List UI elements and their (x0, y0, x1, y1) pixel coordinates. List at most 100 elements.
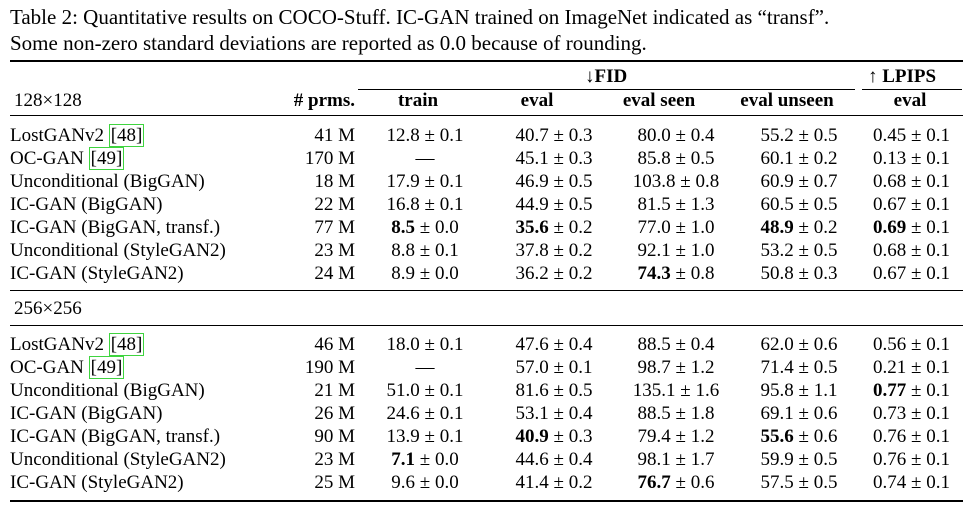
metric-std: ± 0.5 (553, 194, 593, 215)
table-row: IC-GAN (StyleGAN2) 25 M 9.6 ± 0.0 41.4 ± 0.… (10, 471, 964, 494)
citation-link[interactable]: 49 (96, 148, 116, 169)
metric-cell: 0.67 ± 0.1 (859, 262, 964, 285)
model-name: IC-GAN (BigGAN) (10, 403, 163, 424)
metric-cell: 13.9 ± 0.1 (355, 425, 495, 448)
model-name: OC-GAN (10, 148, 84, 169)
metric-std: ± 0.3 (553, 426, 593, 447)
metric-std: ± 0.1 (424, 403, 464, 424)
metric-cell: 88.5 ± 1.8 (613, 402, 739, 425)
metric-std: ± 0.2 (798, 148, 838, 169)
metric-value: 35.6 (515, 217, 549, 238)
metric-cell: 18.0 ± 0.1 (355, 333, 495, 356)
metric-std: ± 0.6 (798, 334, 838, 355)
metric-value: 0.69 (873, 217, 907, 238)
metric-value: 0.13 (873, 148, 907, 169)
table-row: OC-GAN [49] 190 M —57.0 ± 0.1 98.7 ± 1.2 71.… (10, 356, 964, 379)
metric-std: ± 0.1 (911, 194, 950, 215)
metric-cell: 8.5 ± 0.0 (355, 216, 495, 239)
metric-std: ± 0.1 (419, 240, 459, 261)
citation-box[interactable]: [49] (88, 356, 125, 379)
metric-cell: 37.8 ± 0.2 (495, 239, 613, 262)
metric-std: ± 0.5 (798, 449, 838, 470)
metric-value: 55.6 (760, 426, 794, 447)
metric-std: ± 0.1 (911, 171, 950, 192)
metric-std: ± 1.2 (675, 357, 715, 378)
citation-box[interactable]: [48] (108, 124, 145, 147)
section-rule-1 (10, 290, 963, 291)
params-cell: 46 M (314, 334, 355, 355)
metric-std: ± 1.7 (675, 449, 715, 470)
metric-cell: 60.1 ± 0.2 (739, 147, 859, 170)
metric-std: ± 0.5 (798, 357, 838, 378)
citation-link[interactable]: 48 (117, 125, 137, 146)
table-row: LostGANv2 [48] 41 M 12.8 ± 0.1 40.7 ± 0.3 80… (10, 124, 964, 147)
model-name-cell: IC-GAN (StyleGAN2) (10, 471, 260, 494)
metric-value: 55.2 (760, 125, 794, 146)
metric-value: 8.8 (391, 240, 416, 261)
params-cell: 190 M (304, 357, 355, 378)
model-name-cell: IC-GAN (BigGAN, transf.) (10, 216, 260, 239)
metric-std: ± 0.1 (911, 357, 950, 378)
metric-cell: 0.13 ± 0.1 (859, 147, 964, 170)
citation-link[interactable]: 49 (96, 357, 116, 378)
metric-value: 60.9 (760, 171, 794, 192)
metric-value: 44.9 (515, 194, 549, 215)
metric-cell: 98.1 ± 1.7 (613, 448, 739, 471)
metric-std: ± 0.5 (553, 380, 593, 401)
metric-std: ± 0.2 (798, 217, 838, 238)
metric-value: 60.5 (760, 194, 794, 215)
metric-cell: 44.9 ± 0.5 (495, 193, 613, 216)
metric-value: 17.9 (386, 171, 420, 192)
metric-value: 103.8 (632, 171, 676, 192)
metric-value: 0.68 (873, 240, 907, 261)
metric-std: ± 1.2 (675, 426, 715, 447)
metric-cell: 53.2 ± 0.5 (739, 239, 859, 262)
model-name: OC-GAN (10, 357, 84, 378)
metric-cell: 0.68 ± 0.1 (859, 239, 964, 262)
metric-value: 37.8 (515, 240, 549, 261)
section-rule-2 (10, 325, 963, 326)
metric-std: ± 0.1 (424, 171, 464, 192)
model-name: IC-GAN (BigGAN, transf.) (10, 217, 221, 238)
metric-cell: 0.56 ± 0.1 (859, 333, 964, 356)
metric-std: ± 0.0 (419, 217, 459, 238)
caption-line-1: Table 2: Quantitative results on COCO-St… (10, 5, 830, 29)
model-name: LostGANv2 (10, 334, 104, 355)
metric-value: 69.1 (760, 403, 794, 424)
header-eval-unseen: eval unseen (740, 90, 834, 111)
caption-line-2: Some non-zero standard deviations are re… (10, 31, 647, 55)
citation-box[interactable]: [49] (88, 147, 125, 170)
params-cell: 90 M (314, 426, 355, 447)
metric-cell: 0.76 ± 0.1 (859, 448, 964, 471)
metric-std: ± 0.8 (675, 263, 715, 284)
metric-value: 0.73 (873, 403, 907, 424)
citation-link[interactable]: 48 (117, 334, 137, 355)
citation-box[interactable]: [48] (108, 333, 145, 356)
metric-std: ± 1.8 (675, 403, 715, 424)
section-title-256: 256×256 (14, 298, 82, 319)
metric-cell: 62.0 ± 0.6 (739, 333, 859, 356)
metric-cell: 85.8 ± 0.5 (613, 147, 739, 170)
metric-std: ± 0.1 (911, 125, 950, 146)
metric-cell: 57.0 ± 0.1 (495, 356, 613, 379)
metric-value: 0.45 (873, 125, 907, 146)
metric-std: ± 0.6 (798, 426, 838, 447)
model-name-cell: IC-GAN (BigGAN) (10, 193, 260, 216)
metric-value: 74.3 (637, 263, 671, 284)
model-name-cell: IC-GAN (BigGAN) (10, 402, 260, 425)
metric-std: ± 0.1 (911, 217, 950, 238)
metric-std: ± 1.3 (675, 194, 715, 215)
metric-std: ± 0.4 (553, 334, 593, 355)
table-row: OC-GAN [49] 170 M —45.1 ± 0.3 85.8 ± 0.5 60.… (10, 147, 964, 170)
metric-std: ± 0.8 (680, 171, 720, 192)
metric-value: 57.5 (760, 472, 794, 493)
metric-std: ± 0.1 (424, 194, 464, 215)
model-name-cell: LostGANv2 [48] (10, 124, 260, 147)
metric-std: ± 0.1 (911, 380, 950, 401)
metric-value: 88.5 (637, 334, 671, 355)
model-name-cell: Unconditional (StyleGAN2) (10, 448, 260, 471)
metric-std: ± 0.1 (424, 125, 464, 146)
metric-value: 0.56 (873, 334, 907, 355)
metric-std: ± 0.4 (553, 403, 593, 424)
metric-value: — (415, 357, 435, 378)
